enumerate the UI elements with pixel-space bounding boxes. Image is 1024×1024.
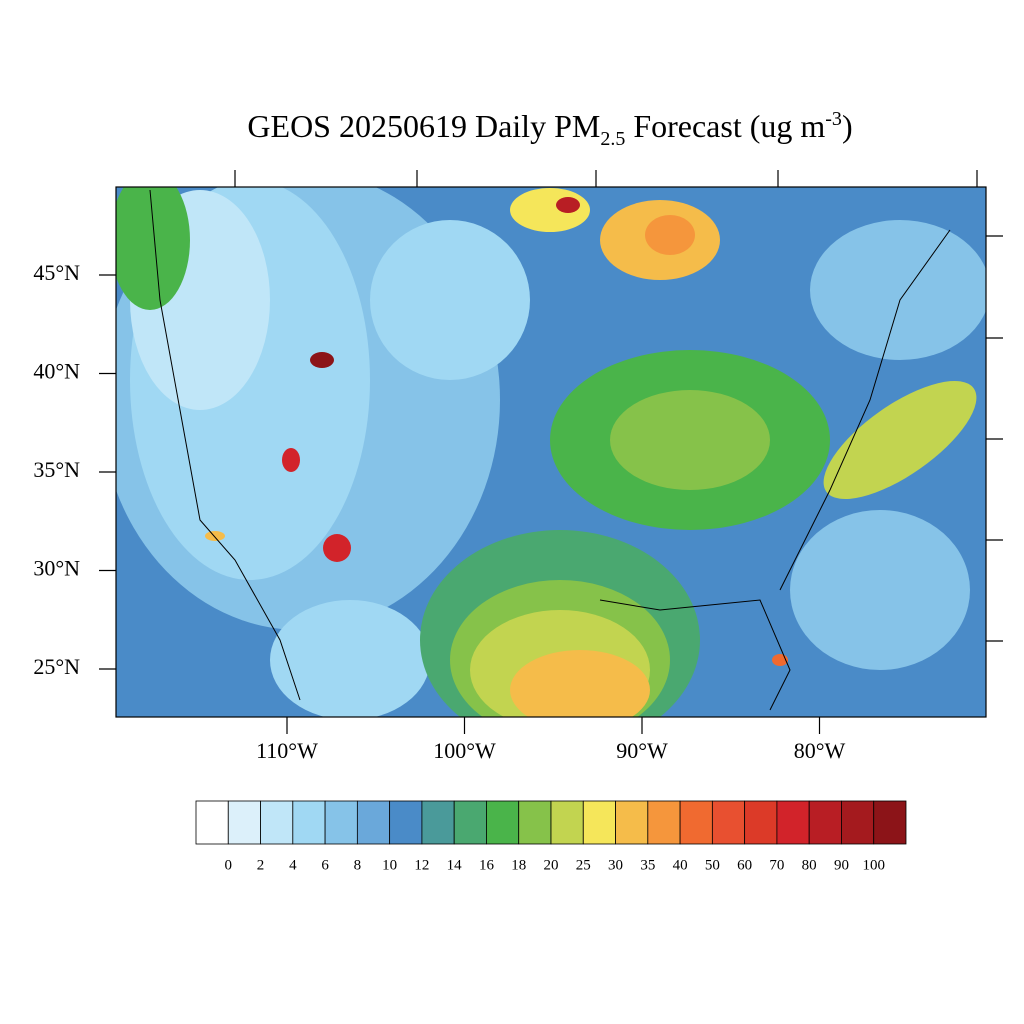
coastline [149, 189, 951, 711]
colorbar-label: 12 [414, 857, 429, 873]
colorbar-label: 16 [479, 857, 495, 873]
colorbar-label: 80 [802, 857, 817, 873]
colorbar-label: 10 [382, 857, 397, 873]
colorbar-label: 60 [737, 857, 752, 873]
lon-label: 80°W [794, 738, 846, 763]
colorbar-label: 18 [511, 857, 526, 873]
colorbar-label: 35 [640, 857, 655, 873]
colorbar-box [486, 800, 520, 845]
pm25-field [116, 187, 986, 717]
colorbar-box [744, 800, 778, 845]
colorbar-box [227, 800, 261, 845]
colorbar-box [808, 800, 842, 845]
colorbar-label: 20 [544, 857, 559, 873]
colorbar-box [356, 800, 391, 845]
colorbar-box [647, 800, 681, 845]
colorbar-label: 25 [576, 857, 591, 873]
colorbar-label: 100 [862, 857, 885, 873]
lat-label: 30°N [33, 556, 80, 581]
colorbar-label: 14 [447, 857, 463, 873]
frame-ticks [234, 170, 1003, 642]
colorbar-label: 8 [354, 857, 362, 873]
lon-label: 100°W [433, 738, 496, 763]
colorbar-box [711, 800, 746, 845]
colorbar-label: 0 [225, 857, 233, 873]
colorbar-box [873, 800, 907, 845]
colorbar-label: 90 [834, 857, 849, 873]
map-frame [115, 186, 987, 718]
colorbar-label: 30 [608, 857, 623, 873]
colorbar-label: 4 [289, 857, 297, 873]
colorbar-label: 2 [257, 857, 265, 873]
lat-label: 25°N [33, 654, 80, 679]
colorbar-box [421, 800, 455, 845]
lat-label: 40°N [33, 359, 80, 384]
lat-label: 35°N [33, 457, 80, 482]
colorbar-box [453, 800, 487, 845]
colorbar-box [550, 800, 584, 845]
lat-label: 45°N [33, 260, 80, 285]
lon-label: 90°W [616, 738, 668, 763]
colorbar-box [841, 800, 875, 845]
colorbar-label: 50 [705, 857, 720, 873]
colorbar-box [776, 800, 810, 845]
colorbar-box [518, 800, 552, 845]
colorbar-box [292, 800, 326, 845]
colorbar-box [260, 800, 294, 845]
lon-label: 110°W [256, 738, 318, 763]
colorbar-box [389, 800, 423, 845]
colorbar-label: 70 [769, 857, 784, 873]
colorbar-box [615, 800, 649, 845]
colorbar-box [195, 800, 229, 845]
colorbar-box [679, 800, 713, 845]
colorbar-box [324, 800, 358, 845]
title: GEOS 20250619 Daily PM2.5 Forecast (ug m… [247, 108, 852, 150]
colorbar-label: 6 [321, 857, 329, 873]
colorbar-label: 40 [673, 857, 688, 873]
colorbar-box [582, 800, 616, 845]
